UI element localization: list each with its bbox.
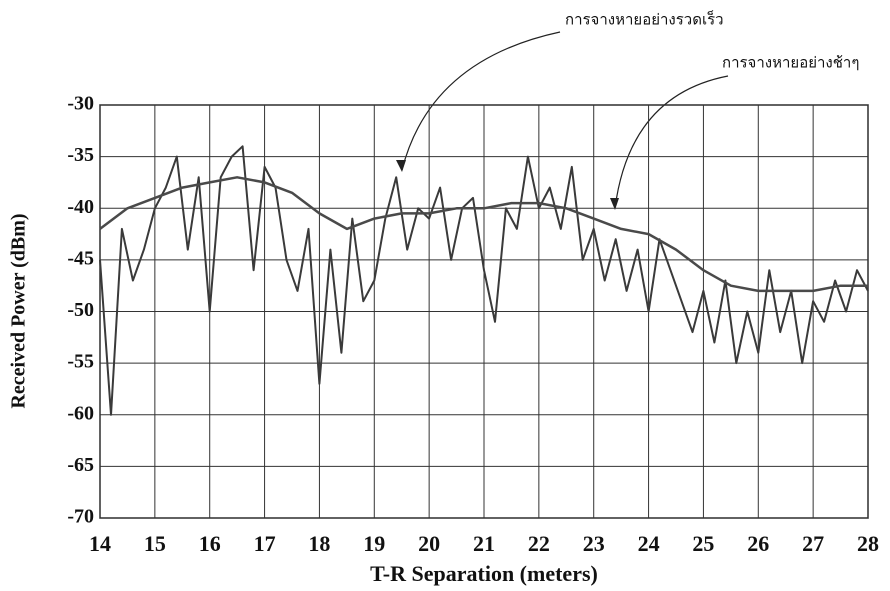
- x-tick-label: 15: [144, 531, 166, 556]
- y-tick-label: -55: [67, 351, 94, 373]
- chart: T-R Separation (meters) Received Power (…: [0, 0, 890, 586]
- x-tick-label: 16: [199, 531, 221, 556]
- x-tick-label: 23: [583, 531, 605, 556]
- x-tick-label: 18: [308, 531, 330, 556]
- annotation-arrow: [615, 76, 728, 208]
- arrow-head: [396, 160, 406, 172]
- y-tick-label: -60: [67, 402, 94, 424]
- x-tick-label: 17: [254, 531, 276, 556]
- x-axis-title: T-R Separation (meters): [370, 561, 598, 586]
- y-tick-label: -70: [67, 506, 94, 528]
- x-tick-label: 20: [418, 531, 440, 556]
- annotation: การจางหายอย่างช้าๆ: [722, 54, 859, 72]
- x-tick-label: 27: [802, 531, 824, 556]
- y-tick-label: -30: [67, 93, 94, 115]
- x-tick-label: 22: [528, 531, 550, 556]
- x-tick-label: 21: [473, 531, 495, 556]
- x-tick-label: 14: [89, 531, 111, 556]
- x-tick-label: 26: [747, 531, 769, 556]
- x-tick-label: 28: [857, 531, 879, 556]
- x-tick-label: 24: [638, 531, 660, 556]
- y-tick-label: -35: [67, 144, 94, 166]
- x-tick-label: 19: [363, 531, 385, 556]
- y-tick-label: -50: [67, 299, 94, 321]
- x-tick-label: 25: [692, 531, 714, 556]
- y-tick-label: -45: [67, 247, 94, 269]
- y-tick-label: -40: [67, 196, 94, 218]
- annotation: การจางหายอย่างรวดเร็ว: [565, 10, 724, 29]
- y-axis-title: Received Power (dBm): [8, 213, 30, 408]
- annotation-arrow: [402, 32, 560, 170]
- y-tick-label: -65: [67, 454, 94, 476]
